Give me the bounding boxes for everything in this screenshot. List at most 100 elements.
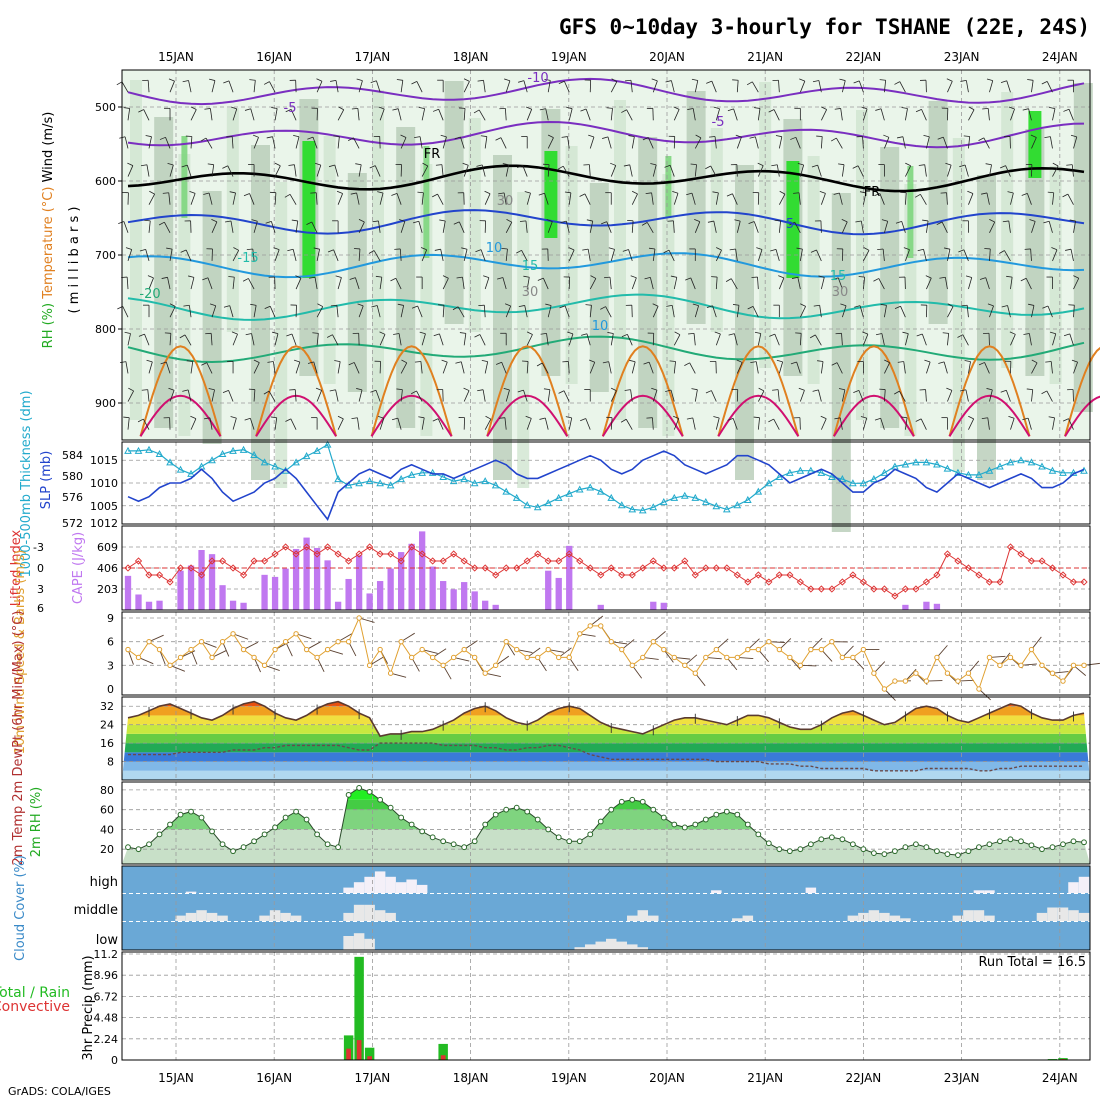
slp-ylabel: SLP (mb) <box>39 451 54 510</box>
wind-barb <box>757 417 760 430</box>
cape-bar <box>429 566 436 610</box>
wind-barb-flag <box>1073 275 1079 279</box>
wind-barb-flag <box>881 219 888 222</box>
wind-barb-flag <box>797 162 804 166</box>
rh-marker <box>356 785 363 791</box>
wind-barb-flag <box>925 275 932 279</box>
cloud-cell <box>963 910 974 921</box>
li-marker <box>523 557 531 565</box>
wind-speed-marker <box>440 662 446 669</box>
wind-barb <box>169 249 173 261</box>
rh-marker <box>797 846 804 853</box>
wind-barb-flag <box>725 278 732 282</box>
wind-barb <box>711 390 717 402</box>
li-marker <box>712 564 720 572</box>
wind-barb-flag <box>546 219 553 222</box>
wind-speed-marker <box>650 638 656 645</box>
wind-barb <box>1073 220 1076 233</box>
wind-barb <box>417 305 423 318</box>
cape-bar <box>240 602 247 610</box>
wind-barb-flag <box>1047 191 1054 194</box>
wind-barb-flag <box>628 135 635 138</box>
wind-barb-flag <box>326 334 333 338</box>
wind-barb <box>184 334 192 346</box>
wind-barb <box>778 220 781 233</box>
wind-barb-flag <box>378 106 385 110</box>
wind-barb-flag <box>476 164 483 167</box>
warm-contour <box>370 345 453 437</box>
li-marker <box>229 564 237 572</box>
wind-barb <box>463 81 470 93</box>
wind-barb <box>860 220 864 233</box>
wind-barb <box>295 361 301 374</box>
thickness-marker <box>376 479 384 487</box>
axis-label-part: SLP (mb) <box>39 451 54 510</box>
wind-barb-flag <box>517 389 524 393</box>
wind-speed-marker <box>240 646 247 653</box>
wind-barb-flag <box>959 164 966 168</box>
thickness-marker <box>754 487 763 495</box>
axis-label-part: ( m i l l i b a r s ) <box>67 207 82 314</box>
wind-barb-flag <box>284 193 291 198</box>
wind-barb <box>295 220 299 233</box>
wind-barb <box>568 192 572 205</box>
wind-barb-flag <box>1022 417 1029 421</box>
wind-barb <box>670 80 675 93</box>
y-tick-label: 8 <box>107 756 114 769</box>
wind-barb <box>249 418 255 430</box>
wind-barb <box>610 390 617 402</box>
wind-barb <box>567 361 570 374</box>
wind-barb <box>268 390 276 402</box>
wind-barb <box>1073 305 1075 318</box>
rh-marker <box>492 811 499 818</box>
temperature-contour <box>127 293 1085 321</box>
date-label: 18JAN <box>453 1071 489 1085</box>
wind-barb-flag <box>999 250 1005 254</box>
wind-barb <box>586 333 591 346</box>
wind-barb-flag <box>338 106 344 111</box>
wind-barb-flag <box>603 276 611 279</box>
li-marker <box>408 543 416 551</box>
wind-barb <box>608 361 612 374</box>
cloud-cell <box>973 890 985 893</box>
wind-barb-flag <box>924 359 931 363</box>
wind-barb <box>757 390 765 402</box>
wind-barb <box>610 249 615 262</box>
wind-barb-flag <box>692 303 699 307</box>
wind-barb-flag <box>1069 219 1076 222</box>
cloud-cell <box>1057 907 1069 921</box>
li-marker <box>807 585 815 593</box>
wind-barb <box>231 136 234 149</box>
wind-barb <box>206 362 213 374</box>
wind-barb-flag <box>140 164 147 167</box>
wind-barb-flag <box>979 277 986 280</box>
wind-barb <box>1005 165 1011 177</box>
wind-barb-flag <box>772 389 779 391</box>
wind-barb <box>316 306 324 318</box>
cape-bar <box>450 589 457 610</box>
wind-barb-flag <box>915 193 921 198</box>
wind-barb-flag <box>483 275 490 279</box>
wind-speed-marker <box>356 615 362 621</box>
wind-barb <box>248 278 255 290</box>
thickness-marker <box>365 477 374 485</box>
date-label: 19JAN <box>551 50 587 64</box>
wind-barb <box>316 165 322 177</box>
wind-barb <box>501 362 507 374</box>
wind-barb-flag <box>480 135 487 137</box>
wind-barb-flag <box>417 191 424 194</box>
wind-barb-flag <box>473 109 480 114</box>
rh-marker <box>934 848 940 855</box>
wind-speed-marker <box>314 654 320 661</box>
li-marker <box>628 571 636 579</box>
li-tick-label: 6 <box>37 602 44 615</box>
wind-barb-flag <box>224 220 232 223</box>
wind-barb <box>694 389 698 402</box>
wind-barb-flag <box>401 359 407 364</box>
wind-speed-marker <box>913 670 919 676</box>
wind-barb-flag <box>203 192 210 195</box>
wind-speed-marker <box>829 638 835 645</box>
wind-speed-marker <box>503 638 509 645</box>
wind-barb-flag <box>251 219 258 222</box>
warm-contour <box>717 345 800 437</box>
